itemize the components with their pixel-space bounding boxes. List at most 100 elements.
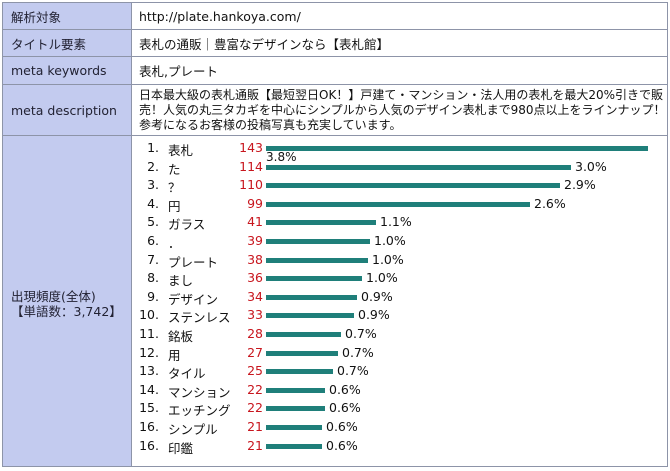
target-url: http://plate.hankoya.com/ bbox=[131, 2, 668, 30]
frequency-percent: 2.9% bbox=[564, 177, 596, 193]
frequency-row: 15. エッチング 22 0.6% bbox=[132, 398, 652, 419]
frequency-percent: 3.0% bbox=[575, 158, 607, 174]
frequency-bar bbox=[266, 183, 560, 189]
frequency-percent: 0.7% bbox=[337, 363, 369, 379]
frequency-row: 12. 用 27 0.7% bbox=[132, 343, 652, 363]
frequency-row: 4. 円 99 2.6% bbox=[132, 194, 652, 214]
keywords-value: 表札,プレート bbox=[131, 56, 668, 85]
row-frequency: 出現頻度(全体) 【単語数：3,742】 1. 表札 143 3.8% 2. た 114 3.… bbox=[2, 135, 668, 467]
row-description: meta description 日本最大級の表札通販【最短翌日OK！】戸建て・… bbox=[2, 84, 668, 136]
frequency-bar bbox=[266, 239, 370, 244]
frequency-row: 2. た 114 3.0% bbox=[132, 157, 652, 177]
frequency-word: た bbox=[168, 161, 181, 177]
frequency-row: 9. デザイン 34 0.9% bbox=[132, 287, 652, 307]
keywords-label: meta keywords bbox=[2, 56, 132, 85]
frequency-rank: 16. bbox=[139, 419, 159, 434]
frequency-percent: 0.6% bbox=[329, 381, 361, 397]
frequency-bar bbox=[266, 220, 376, 226]
frequency-row: 11. 銘板 28 0.7% bbox=[132, 324, 652, 344]
frequency-percent: 1.0% bbox=[374, 233, 406, 248]
frequency-percent: 0.7% bbox=[345, 326, 377, 341]
frequency-rank: 12. bbox=[139, 344, 159, 360]
frequency-row: 16. 印鑑 21 0.6% bbox=[132, 436, 652, 456]
frequency-count: 27 bbox=[247, 344, 263, 360]
frequency-count: 34 bbox=[247, 288, 263, 304]
frequency-bar bbox=[266, 313, 354, 319]
frequency-bar bbox=[266, 350, 338, 356]
frequency-row: 3. ？ 110 2.9% bbox=[132, 175, 652, 196]
frequency-count: 22 bbox=[247, 400, 263, 416]
word-count-label: 【単語数：3,742】 bbox=[11, 303, 122, 319]
frequency-percent: 1.0% bbox=[372, 251, 404, 267]
frequency-count: 33 bbox=[247, 307, 263, 323]
frequency-count: 114 bbox=[239, 158, 263, 174]
frequency-bar bbox=[266, 257, 368, 263]
frequency-word: ステンレス bbox=[168, 310, 231, 326]
frequency-rank: 4. bbox=[147, 195, 159, 211]
frequency-count: 28 bbox=[247, 326, 263, 341]
frequency-rank: 13. bbox=[139, 363, 159, 379]
frequency-rank: 15. bbox=[139, 400, 159, 416]
frequency-bar bbox=[266, 406, 325, 412]
frequency-word: 表札 bbox=[168, 143, 194, 158]
frequency-rank: 3. bbox=[147, 177, 159, 193]
frequency-count: 25 bbox=[247, 363, 263, 379]
frequency-word: シンプル bbox=[168, 422, 218, 437]
frequency-label-cell: 出現頻度(全体) 【単語数：3,742】 bbox=[2, 135, 132, 467]
frequency-row: 6. ． 39 1.0% bbox=[132, 231, 652, 251]
frequency-rank: 1. bbox=[147, 140, 159, 155]
frequency-row: 7. プレート 38 1.0% bbox=[132, 250, 652, 270]
frequency-percent: 2.6% bbox=[534, 195, 566, 211]
target-label: 解析対象 bbox=[2, 2, 132, 30]
frequency-count: 143 bbox=[239, 140, 263, 155]
frequency-word: タイル bbox=[168, 366, 206, 382]
frequency-row: 8. まし 36 1.0% bbox=[132, 268, 652, 289]
frequency-percent: 0.6% bbox=[326, 437, 358, 453]
frequency-count: 99 bbox=[247, 195, 263, 211]
frequency-rank: 9. bbox=[147, 288, 159, 304]
frequency-bar bbox=[266, 276, 362, 282]
frequency-row: 10. ステンレス 33 0.9% bbox=[132, 305, 652, 326]
frequency-row: 14. マンション 22 0.6% bbox=[132, 380, 652, 400]
frequency-bar bbox=[266, 425, 322, 430]
frequency-label: 出現頻度(全体) bbox=[11, 288, 96, 304]
frequency-row: 13. タイル 25 0.7% bbox=[132, 361, 652, 382]
frequency-word: デザイン bbox=[168, 291, 219, 307]
frequency-rank: 10. bbox=[139, 307, 159, 323]
frequency-bar bbox=[266, 332, 341, 337]
frequency-bar bbox=[266, 387, 325, 393]
frequency-rank: 11. bbox=[139, 326, 159, 341]
frequency-percent: 0.6% bbox=[329, 400, 361, 416]
frequency-word: エッチング bbox=[168, 403, 231, 419]
frequency-count: 38 bbox=[247, 251, 263, 267]
frequency-word: 印鑑 bbox=[168, 440, 194, 456]
frequency-chart: 1. 表札 143 3.8% 2. た 114 3.0% 3. ？ 110 2.9% 4. 円 99 2.6%… bbox=[132, 136, 667, 466]
frequency-percent: 0.9% bbox=[361, 288, 393, 304]
frequency-word: まし bbox=[168, 273, 194, 289]
row-target: 解析対象 http://plate.hankoya.com/ bbox=[2, 2, 668, 30]
frequency-percent: 3.8% bbox=[266, 150, 297, 164]
frequency-row: 1. 表札 143 3.8% bbox=[132, 138, 652, 164]
frequency-word: ． bbox=[168, 236, 181, 251]
frequency-rank: 7. bbox=[147, 251, 159, 267]
frequency-row: 16. シンプル 21 0.6% bbox=[132, 417, 652, 437]
frequency-count: 22 bbox=[247, 381, 263, 397]
frequency-rank: 5. bbox=[147, 214, 159, 230]
frequency-bar bbox=[266, 164, 571, 170]
title-value: 表札の通販｜豊富なデザインなら【表札館】 bbox=[131, 29, 668, 57]
title-label: タイトル要素 bbox=[2, 29, 132, 57]
frequency-rank: 6. bbox=[147, 233, 159, 248]
frequency-word: プレート bbox=[168, 254, 219, 270]
frequency-percent: 0.6% bbox=[326, 419, 358, 434]
frequency-rank: 14. bbox=[139, 381, 159, 397]
description-label: meta description bbox=[2, 84, 132, 136]
row-title: タイトル要素 表札の通販｜豊富なデザインなら【表札館】 bbox=[2, 29, 668, 57]
frequency-percent: 0.7% bbox=[342, 344, 374, 360]
frequency-bar bbox=[266, 201, 530, 207]
frequency-word: 円 bbox=[168, 198, 181, 214]
frequency-word: ？ bbox=[168, 180, 181, 196]
frequency-word: 銘板 bbox=[168, 329, 194, 344]
frequency-rank: 2. bbox=[147, 158, 159, 174]
frequency-bar bbox=[266, 146, 648, 151]
